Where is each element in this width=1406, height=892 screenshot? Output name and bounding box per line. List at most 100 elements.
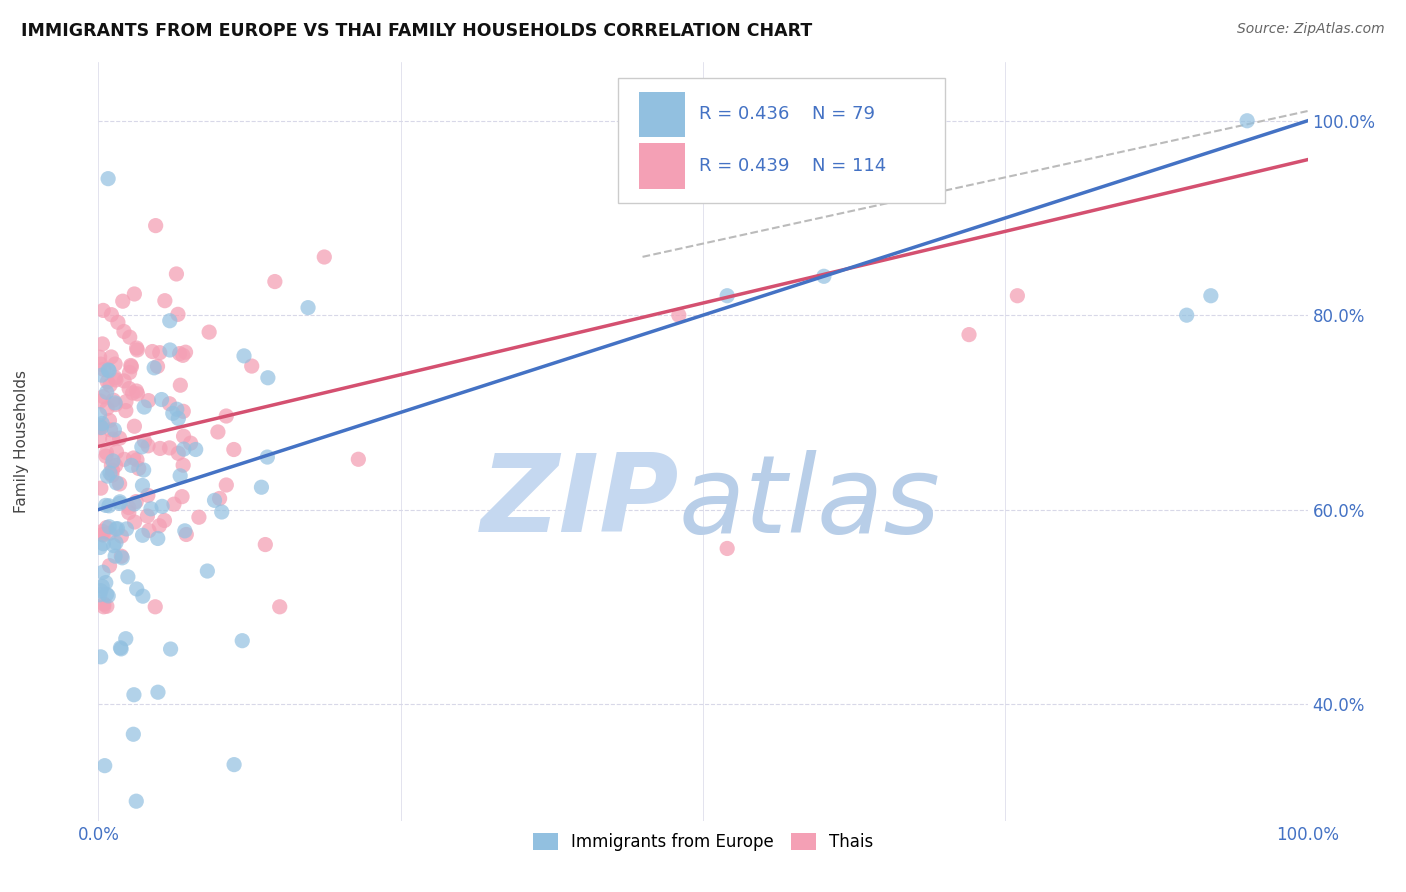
Point bbox=[91, 527, 114, 541]
Point bbox=[91, 417, 114, 431]
Point bbox=[173, 524, 195, 538]
Point bbox=[128, 461, 150, 475]
Point bbox=[100, 350, 122, 364]
Point bbox=[153, 513, 176, 527]
Point bbox=[110, 641, 132, 656]
Point bbox=[110, 640, 132, 655]
Point bbox=[132, 463, 155, 477]
Point bbox=[93, 390, 115, 404]
Point bbox=[134, 400, 156, 414]
Point bbox=[162, 406, 184, 420]
Point bbox=[195, 564, 218, 578]
Point bbox=[134, 434, 156, 448]
Point bbox=[172, 404, 194, 418]
Point bbox=[94, 575, 117, 590]
Point bbox=[115, 522, 138, 536]
Point bbox=[110, 549, 132, 564]
Point bbox=[107, 522, 129, 536]
Point bbox=[98, 526, 121, 541]
Point bbox=[98, 378, 121, 392]
Point bbox=[89, 394, 111, 409]
Point bbox=[105, 445, 128, 459]
Point bbox=[127, 343, 149, 357]
Point bbox=[165, 267, 187, 281]
Point bbox=[159, 441, 181, 455]
Point bbox=[103, 539, 125, 553]
Point bbox=[141, 344, 163, 359]
Point bbox=[187, 510, 209, 524]
Point bbox=[143, 360, 166, 375]
Point bbox=[207, 425, 229, 439]
Point bbox=[96, 401, 118, 416]
Point bbox=[90, 420, 112, 434]
Point bbox=[112, 374, 135, 388]
Point bbox=[121, 386, 143, 401]
Point bbox=[108, 431, 131, 445]
Point bbox=[122, 450, 145, 465]
Point bbox=[150, 392, 173, 407]
Point bbox=[269, 599, 291, 614]
Point bbox=[256, 450, 278, 464]
Point bbox=[97, 171, 120, 186]
Point bbox=[96, 385, 118, 400]
Point bbox=[118, 366, 141, 380]
Point bbox=[172, 458, 194, 473]
Point bbox=[125, 582, 148, 596]
Text: Source: ZipAtlas.com: Source: ZipAtlas.com bbox=[1237, 22, 1385, 37]
Point bbox=[96, 445, 118, 459]
Point bbox=[104, 373, 127, 387]
Legend: Immigrants from Europe, Thais: Immigrants from Europe, Thais bbox=[526, 826, 880, 858]
Point bbox=[180, 436, 202, 450]
Point bbox=[184, 442, 207, 457]
Point bbox=[174, 345, 197, 359]
Point bbox=[105, 475, 128, 490]
Point bbox=[297, 301, 319, 315]
Point bbox=[91, 566, 114, 580]
Point bbox=[136, 488, 159, 502]
Text: atlas: atlas bbox=[679, 450, 941, 555]
Point bbox=[91, 524, 114, 539]
Point bbox=[91, 337, 114, 351]
Point bbox=[101, 454, 124, 468]
Point bbox=[118, 500, 141, 515]
Point bbox=[103, 423, 125, 437]
Point bbox=[1007, 289, 1029, 303]
Point bbox=[118, 382, 141, 396]
Point bbox=[100, 423, 122, 437]
Point bbox=[169, 468, 191, 483]
Point bbox=[132, 589, 155, 603]
Point bbox=[89, 418, 111, 433]
Point bbox=[96, 599, 118, 614]
Point bbox=[215, 409, 238, 423]
Point bbox=[146, 359, 169, 374]
Point bbox=[716, 289, 738, 303]
Point bbox=[957, 327, 980, 342]
Point bbox=[1175, 308, 1198, 322]
Point bbox=[104, 396, 127, 410]
Point bbox=[97, 363, 120, 377]
Point bbox=[115, 394, 138, 409]
Point bbox=[231, 633, 253, 648]
Point bbox=[169, 346, 191, 360]
Point bbox=[100, 308, 122, 322]
Point bbox=[89, 421, 111, 435]
Point bbox=[149, 345, 172, 359]
Point bbox=[204, 493, 226, 508]
Point bbox=[93, 362, 115, 376]
Point bbox=[120, 359, 142, 373]
Point bbox=[240, 359, 263, 373]
Point bbox=[100, 458, 122, 473]
Point bbox=[813, 269, 835, 284]
Point bbox=[122, 688, 145, 702]
Point bbox=[159, 397, 181, 411]
Point bbox=[124, 515, 146, 529]
Point bbox=[101, 463, 124, 477]
Point bbox=[111, 550, 134, 565]
Point bbox=[716, 541, 738, 556]
Point bbox=[112, 325, 135, 339]
Point bbox=[125, 341, 148, 355]
Point bbox=[122, 727, 145, 741]
Point bbox=[91, 303, 114, 318]
Point bbox=[89, 408, 111, 422]
Point bbox=[110, 529, 132, 543]
